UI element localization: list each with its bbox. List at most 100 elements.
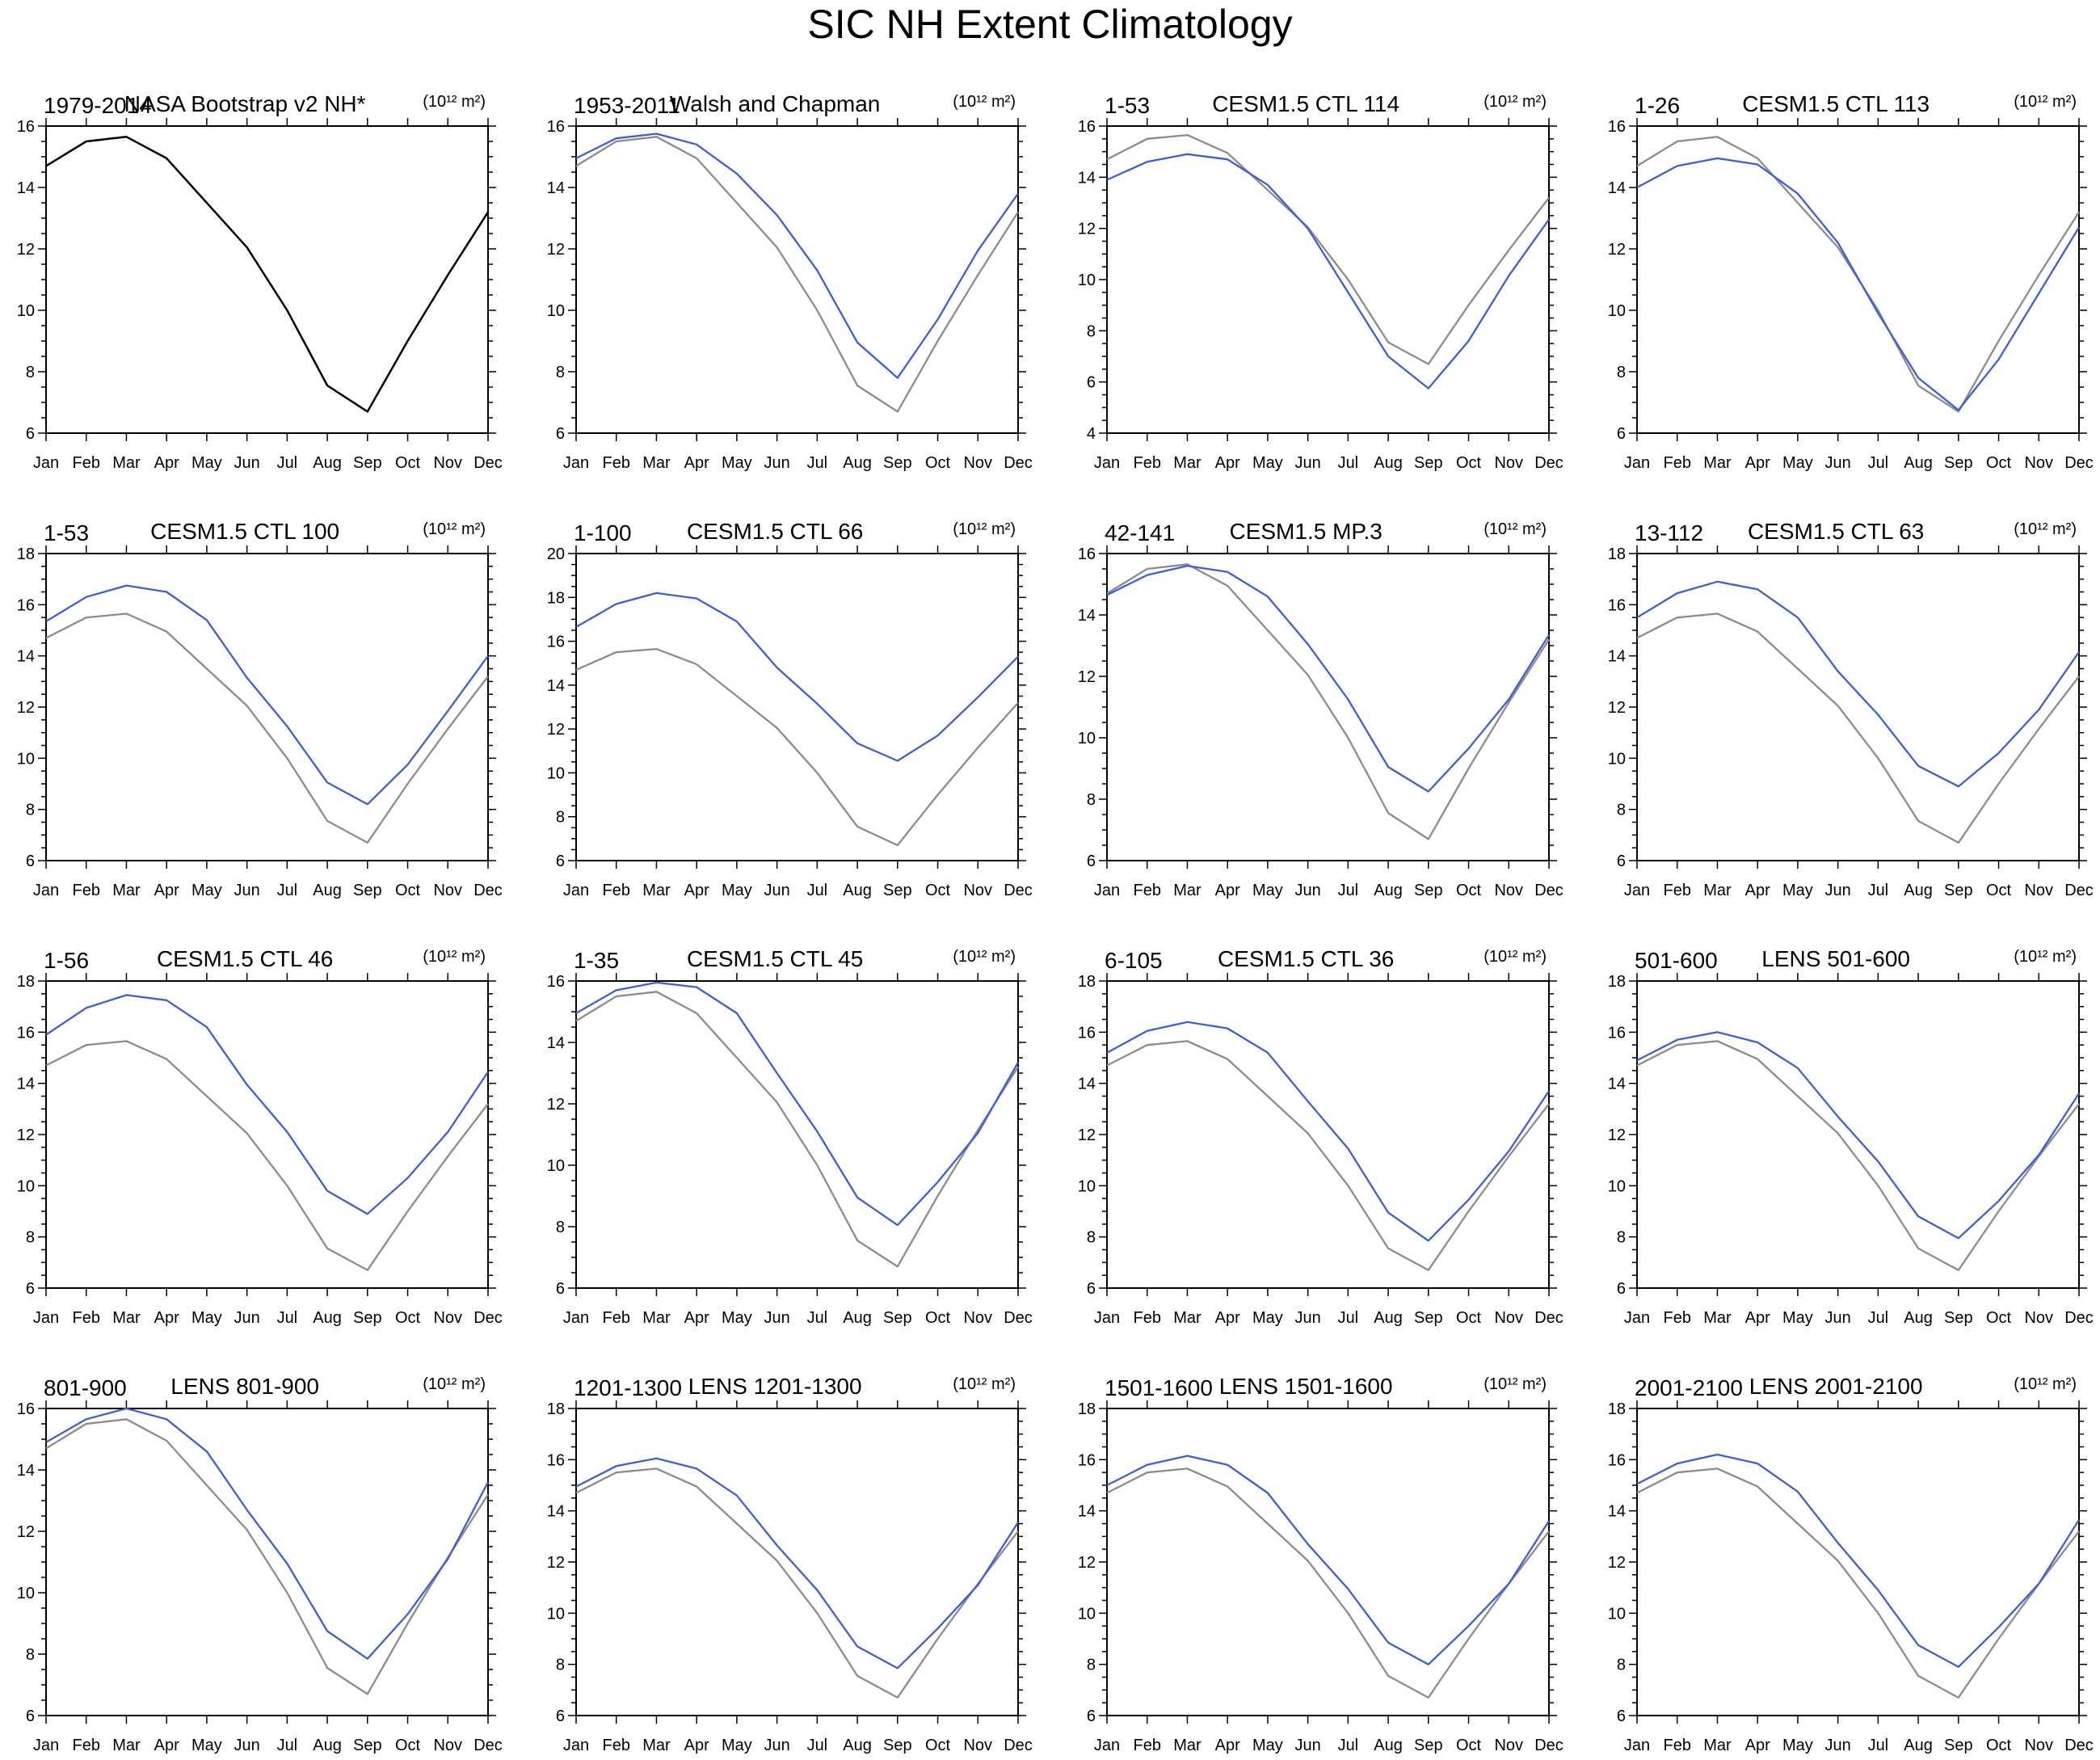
panel-7: 6 8 10 12 14 16 Jan Feb Mar Apr May Jun Jul Aug Sep Oct…: [1078, 519, 1563, 899]
y-tick-label: 6: [26, 1707, 35, 1725]
x-tick-label: Mar: [1703, 1309, 1732, 1327]
y-tick-label: 6: [26, 853, 35, 870]
units-label: (10¹² m²): [953, 93, 1016, 111]
series-line-model: [1636, 1453, 2080, 1668]
y-tick-label: 12: [547, 1554, 565, 1572]
series-line-reference: [1636, 1467, 2080, 1699]
y-tick-label: 6: [1087, 853, 1096, 870]
y-tick-label: 10: [17, 750, 35, 768]
panel-period-label: 501-600: [1635, 948, 1718, 973]
x-tick-label: Oct: [925, 1309, 951, 1327]
y-tick-label: 12: [1608, 1126, 1626, 1144]
x-tick-label: May: [722, 1309, 752, 1327]
y-tick-label: 10: [1608, 1605, 1626, 1623]
x-tick-label: Dec: [1534, 1309, 1563, 1327]
y-tick-label: 16: [1078, 118, 1096, 136]
y-tick-label: 10: [17, 1177, 35, 1195]
panel-title: CESM1.5 CTL 45: [687, 946, 863, 971]
x-tick-label: Sep: [1944, 1309, 1973, 1327]
series-line-reference: [575, 1467, 1019, 1699]
y-tick-label: 12: [1078, 221, 1096, 238]
y-tick-label: 14: [17, 179, 35, 197]
x-tick-label: Sep: [883, 454, 912, 472]
y-tick-label: 16: [17, 118, 35, 136]
panel-title: LENS 801-900: [170, 1374, 319, 1399]
x-tick-label: Jun: [1295, 882, 1321, 899]
x-tick-label: May: [1252, 882, 1283, 899]
panel-16: 6 8 10 12 14 16 18 Jan Feb Mar Apr May Jun Jul Aug Sep O…: [1608, 1374, 2094, 1754]
x-tick-label: Jan: [1624, 882, 1650, 899]
y-tick-label: 10: [1078, 1605, 1096, 1623]
series-line-model: [575, 981, 1019, 1227]
x-tick-label: Jun: [764, 1309, 790, 1327]
series-line-reference: [1106, 133, 1550, 365]
x-tick-label: May: [722, 882, 752, 899]
x-tick-label: Apr: [1215, 1309, 1240, 1327]
y-tick-label: 14: [17, 1462, 35, 1480]
x-tick-label: Aug: [843, 882, 872, 899]
y-ticks: [568, 545, 1026, 869]
y-tick-label: 18: [1078, 1400, 1096, 1418]
y-tick-label: 12: [17, 1126, 35, 1144]
panel-4: 6 8 10 12 14 16 Jan Feb Mar Apr May Jun Jul Aug Sep Oct…: [1608, 91, 2094, 472]
series-line-reference-solo: [45, 136, 490, 413]
panel-period-label: 1-53: [1105, 93, 1150, 118]
y-tick-label: 16: [547, 118, 565, 136]
x-tick-label: May: [191, 454, 222, 472]
x-tick-label: Jul: [1868, 1737, 1889, 1754]
x-tick-label: Nov: [1494, 454, 1523, 472]
x-tick-label: Jul: [807, 1737, 828, 1754]
y-tick-label: 8: [26, 1646, 35, 1664]
y-tick-label: 12: [547, 241, 565, 259]
plot-frame: [1636, 980, 2080, 1289]
plot-frame: [575, 1408, 1019, 1716]
plot-frame: [1636, 553, 2080, 861]
x-tick-label: Feb: [602, 1737, 629, 1754]
series-line-reference: [1636, 1040, 2080, 1271]
x-tick-label: Oct: [395, 882, 421, 899]
x-tick-label: Aug: [1904, 1737, 1933, 1754]
x-tick-label: Oct: [1456, 1737, 1482, 1754]
x-tick-label: Aug: [1904, 882, 1933, 899]
y-ticks: [1629, 118, 2087, 441]
x-tick-label: Nov: [2024, 454, 2053, 472]
y-tick-label: 6: [1087, 1707, 1096, 1725]
x-tick-label: Jul: [1338, 1737, 1359, 1754]
x-tick-label: Jan: [1094, 454, 1120, 472]
x-tick-label: Apr: [154, 454, 179, 472]
y-tick-label: 8: [1617, 364, 1626, 381]
y-tick-label: 6: [26, 425, 35, 443]
x-tick-label: Jun: [764, 454, 790, 472]
panel-title: LENS 1501-1600: [1219, 1374, 1393, 1399]
y-tick-label: 18: [1608, 973, 1626, 991]
x-tick-label: May: [191, 1309, 222, 1327]
y-tick-label: 12: [1078, 1126, 1096, 1144]
x-tick-label: Nov: [2024, 1309, 2053, 1327]
y-tick-label: 6: [1087, 374, 1096, 392]
y-ticks: [1629, 973, 2087, 1296]
panel-period-label: 13-112: [1635, 520, 1703, 545]
y-tick-label: 12: [17, 1523, 35, 1541]
x-tick-label: Jun: [1295, 454, 1321, 472]
x-tick-label: Sep: [1414, 1309, 1443, 1327]
x-tick-label: Dec: [473, 454, 503, 472]
x-tick-label: May: [1782, 1309, 1813, 1327]
panel-11: 6 8 10 12 14 16 18 Jan Feb Mar Apr May Jun Jul Aug Sep O…: [1078, 946, 1563, 1327]
x-tick-label: Oct: [1456, 882, 1482, 899]
panel-15: 6 8 10 12 14 16 18 Jan Feb Mar Apr May Jun Jul Aug Sep O…: [1078, 1374, 1563, 1754]
x-tick-label: Feb: [72, 454, 99, 472]
y-tick-label: 16: [1608, 1451, 1626, 1469]
x-tick-label: Dec: [1004, 1737, 1033, 1754]
x-tick-label: Oct: [1456, 1309, 1482, 1327]
series-line-reference: [45, 1040, 489, 1271]
x-tick-label: Aug: [1904, 1309, 1933, 1327]
plot-frame: [45, 553, 489, 861]
x-tick-label: Sep: [883, 1309, 912, 1327]
x-tick-label: Feb: [1133, 882, 1160, 899]
panel-title: CESM1.5 CTL 100: [150, 519, 339, 544]
x-tick-label: Sep: [1944, 454, 1973, 472]
y-tick-label: 12: [1078, 1554, 1096, 1572]
x-tick-label: Dec: [473, 882, 503, 899]
y-tick-label: 14: [1078, 1076, 1096, 1093]
